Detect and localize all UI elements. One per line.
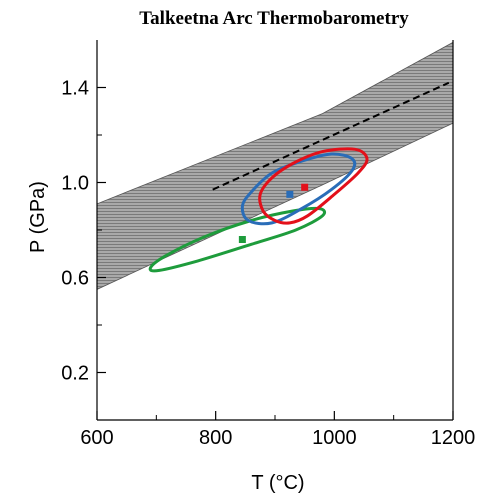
y-tick-label: 0.6 [61,268,89,290]
y-tick-label: 1.4 [61,78,89,100]
x-axis-label: T (°C) [251,472,304,494]
y-tick-label: 0.2 [61,363,89,385]
chart-title: Talkeetna Arc Thermobarometry [139,8,409,29]
envelope-series-1 [240,152,357,226]
x-tick-label: 600 [80,427,113,449]
envelope-series-2 [148,206,327,273]
x-tick-label: 800 [199,427,232,449]
envelope-series-0 [258,147,369,225]
data-point-series-2 [238,236,246,243]
data-point-series-1 [286,190,294,198]
y-axis-label: P (GPa) [27,181,49,253]
plot-area: 600 800 1000 1200 0.2 0.6 1.0 1.4 [61,40,475,449]
x-tick-label: 1000 [312,427,357,449]
pressure-temperature-band [97,41,453,290]
data-point-series-0 [301,183,309,191]
y-tick-label: 1.0 [61,173,89,195]
x-tick-label: 1200 [431,427,476,449]
